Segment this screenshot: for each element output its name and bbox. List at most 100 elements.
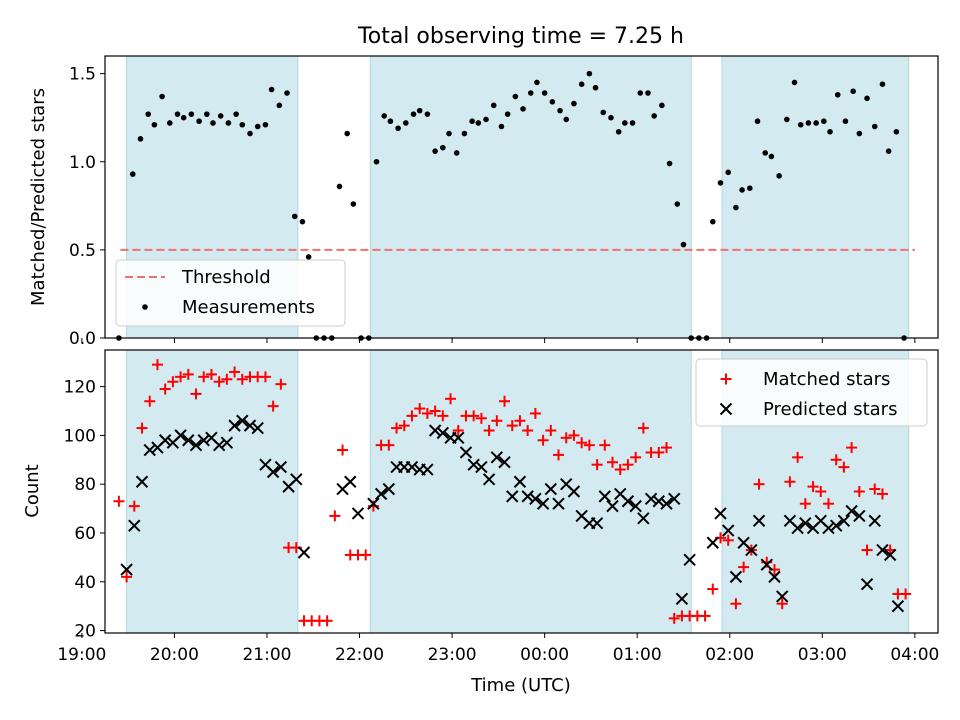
matched-star-point xyxy=(491,415,503,427)
measurement-point xyxy=(262,121,269,128)
y-tick-label: 60 xyxy=(74,524,96,544)
predicted-star-point xyxy=(128,519,141,532)
matched-star-point xyxy=(259,371,271,383)
measurement-point xyxy=(879,81,886,87)
measurement-point xyxy=(475,120,482,126)
legend-threshold-label: Threshold xyxy=(181,267,271,288)
predicted-star-point xyxy=(174,429,187,442)
predicted-star-point xyxy=(521,490,534,503)
legend-predicted-swatch xyxy=(719,402,733,416)
measurement-point xyxy=(739,187,745,193)
measurement-point xyxy=(239,121,246,128)
measurement-point xyxy=(674,201,681,207)
matched-star-point xyxy=(398,420,410,432)
predicted-star-point xyxy=(290,473,303,486)
matched-star-point xyxy=(236,373,248,385)
bottom-legend: Matched stars Predicted stars xyxy=(695,358,928,427)
predicted-star-point xyxy=(135,475,149,488)
measurement-point xyxy=(490,102,497,109)
matched-star-point xyxy=(822,498,834,510)
matched-star-point xyxy=(128,500,140,512)
measurement-point xyxy=(145,111,151,117)
predicted-star-point xyxy=(822,521,835,535)
measurement-point xyxy=(305,254,312,260)
matched-star-point xyxy=(560,432,572,444)
legend-predicted-label: Predicted stars xyxy=(763,399,897,420)
measurement-point xyxy=(784,116,790,123)
matched-star-point xyxy=(799,498,811,510)
measurement-point xyxy=(549,99,556,105)
measurement-point xyxy=(512,93,519,100)
measurement-point xyxy=(813,120,819,126)
predicted-star-point xyxy=(722,524,735,537)
predicted-star-point xyxy=(629,499,642,513)
predicted-star-point xyxy=(876,543,889,557)
predicted-star-point xyxy=(868,514,881,527)
predicted-star-point xyxy=(883,548,897,562)
legend-matched-swatch xyxy=(720,373,732,385)
matched-star-point xyxy=(591,459,603,471)
measurement-point xyxy=(733,204,739,211)
legend-box xyxy=(115,259,346,327)
x-tick-label: 22:00 xyxy=(335,645,384,665)
matched-star-point xyxy=(151,359,163,371)
predicted-star-point xyxy=(351,507,365,520)
matched-star-point xyxy=(853,486,865,497)
measurement-point xyxy=(762,150,769,156)
measurement-point xyxy=(461,130,468,137)
y-tick-label: 0.5 xyxy=(69,241,96,261)
matched-star-point xyxy=(321,615,333,627)
matched-star-point xyxy=(869,483,881,495)
y-tick-label: 0.0 xyxy=(69,329,96,349)
predicted-star-point xyxy=(467,458,480,471)
predicted-star-point xyxy=(529,492,542,506)
matched-star-point xyxy=(830,454,842,466)
matched-star-point xyxy=(499,395,511,407)
matched-star-point xyxy=(429,405,441,417)
legend-measurement-label: Measurements xyxy=(182,297,315,318)
predicted-star-point xyxy=(143,443,156,457)
predicted-star-point xyxy=(405,460,419,474)
shaded-interval xyxy=(369,55,692,339)
measurement-point xyxy=(622,120,628,126)
matched-star-point xyxy=(182,368,194,380)
matched-star-point xyxy=(468,410,480,422)
predicted-star-point xyxy=(382,482,396,496)
measurement-point xyxy=(159,93,165,100)
matched-star-point xyxy=(861,544,873,556)
top-legend: Threshold Measurements xyxy=(115,259,346,327)
matched-star-point xyxy=(668,612,680,624)
bottom-panel: 20 40 60 80 100 120 19:00 20:00 21:00 22:00 23:00 0… xyxy=(57,349,939,665)
top-y-axis-label: Matched/Predicted stars xyxy=(28,88,49,306)
predicted-star-point xyxy=(652,495,665,508)
measurement-point xyxy=(776,173,782,179)
measurement-point xyxy=(166,120,173,126)
predicted-star-point xyxy=(637,512,650,525)
measurement-point xyxy=(284,90,290,96)
measurement-point xyxy=(483,116,489,123)
measurement-point xyxy=(805,120,812,126)
predicted-star-point xyxy=(228,419,241,432)
measurement-point xyxy=(291,213,298,220)
predicted-star-point xyxy=(837,514,851,527)
measurement-point xyxy=(233,111,239,117)
measurement-point xyxy=(834,91,841,98)
measurement-point xyxy=(188,111,195,117)
predicted-star-point xyxy=(714,507,727,520)
predicted-star-point xyxy=(506,490,519,503)
measurement-point xyxy=(204,111,210,117)
x-tick-label: 20:00 xyxy=(150,645,199,665)
predicted-star-point xyxy=(421,463,434,476)
measurement-point xyxy=(600,109,607,116)
predicted-star-point xyxy=(768,570,781,584)
shaded-interval xyxy=(369,349,692,634)
legend-box xyxy=(695,358,928,427)
matched-star-point xyxy=(792,451,804,463)
matched-star-point xyxy=(337,444,349,456)
matched-star-point xyxy=(776,598,788,610)
predicted-star-point xyxy=(297,546,311,559)
measurement-point xyxy=(174,111,181,117)
predicted-star-point xyxy=(590,517,604,530)
matched-star-point xyxy=(329,510,341,522)
y-tick-label: 1.0 xyxy=(69,153,96,173)
